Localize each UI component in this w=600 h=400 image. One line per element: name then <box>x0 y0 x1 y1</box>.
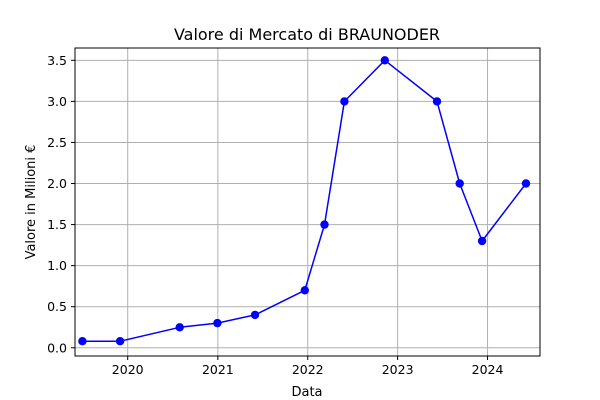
data-point <box>521 179 531 188</box>
x-tick-label: 2022 <box>292 362 324 377</box>
x-axis-label: Data <box>291 385 322 400</box>
x-tick-label: 2021 <box>202 362 234 377</box>
plot-frame <box>74 47 541 357</box>
y-tick-label: 2.0 <box>47 176 67 191</box>
x-tick-label: 2020 <box>112 362 144 377</box>
y-tick-label: 3.5 <box>47 53 67 68</box>
data-point <box>78 337 87 346</box>
data-point <box>320 220 329 229</box>
data-point <box>340 97 349 106</box>
series <box>78 56 531 346</box>
y-tick-label: 2.5 <box>47 135 67 150</box>
series-line <box>82 59 527 342</box>
axis-ticks: 2020 2021 2022 2023 2024 0.0 0.5 1.0 1.5 2.0 2.5 3.… <box>47 53 503 377</box>
grid <box>75 48 540 356</box>
data-point <box>175 323 184 332</box>
data-point <box>300 286 309 295</box>
y-tick-label: 0.5 <box>47 299 67 314</box>
chart-title: Valore di Mercato di BRAUNODER <box>174 25 440 44</box>
y-tick-label: 3.0 <box>47 94 67 109</box>
y-axis-label: Valore in Milioni € <box>24 145 39 260</box>
data-point <box>432 97 442 106</box>
data-point <box>250 310 260 320</box>
x-tick-label: 2023 <box>382 362 414 377</box>
data-point <box>213 318 222 328</box>
data-point <box>380 56 389 65</box>
data-point <box>455 179 464 188</box>
y-tick-label: 1.0 <box>47 258 67 273</box>
y-tick-label: 1.5 <box>47 217 67 232</box>
data-point <box>115 337 125 346</box>
x-tick-label: 2024 <box>472 362 504 377</box>
data-point <box>477 236 487 246</box>
y-tick-label: 0.0 <box>47 340 67 355</box>
